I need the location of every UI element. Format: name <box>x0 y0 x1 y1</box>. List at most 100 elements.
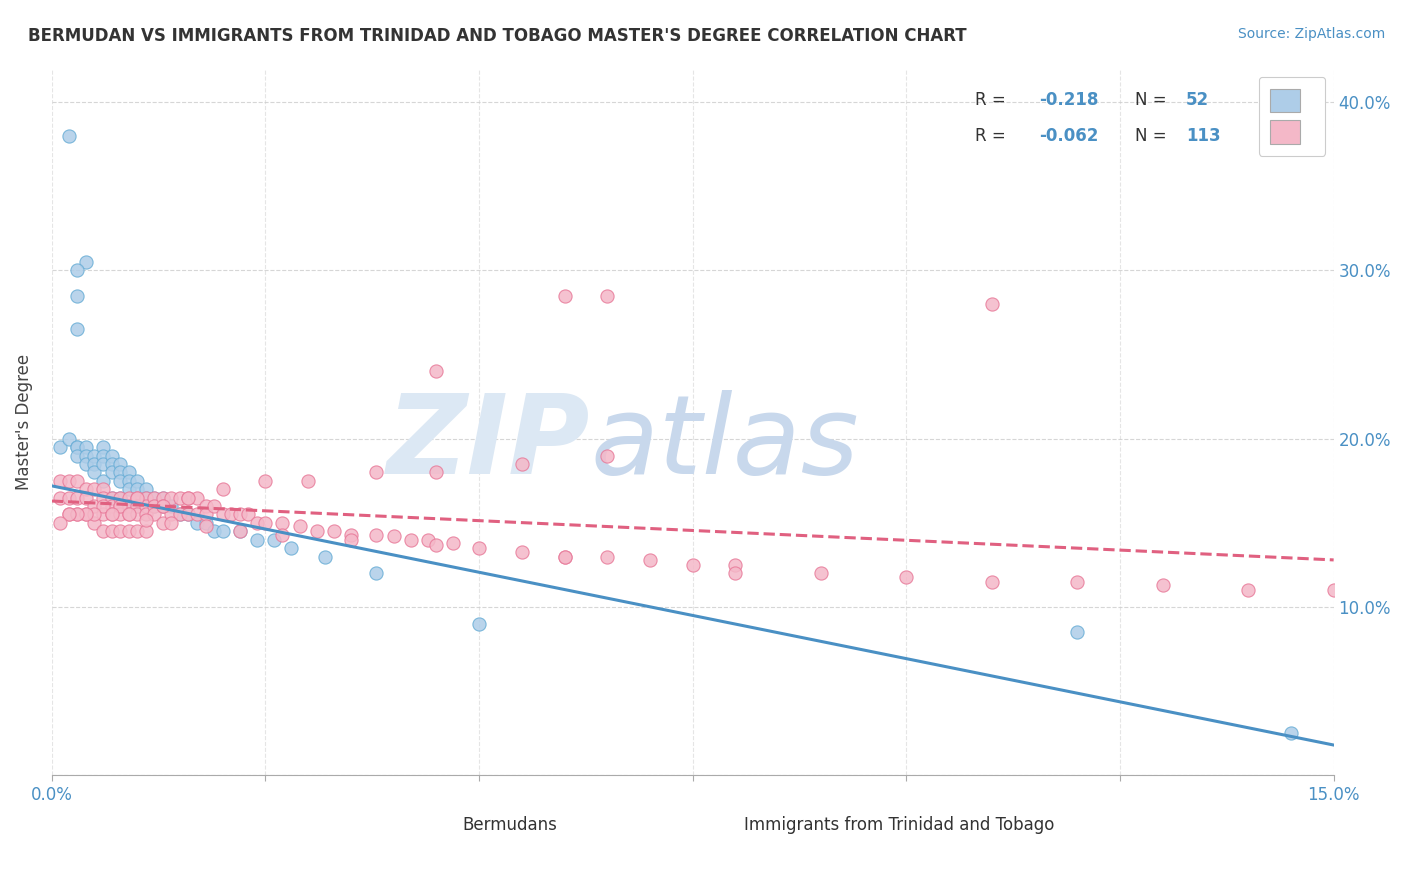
Point <box>75 440 97 454</box>
Text: 113: 113 <box>1187 127 1220 145</box>
Point <box>66 449 89 463</box>
Point <box>66 508 89 522</box>
Point <box>510 457 533 471</box>
Text: -0.062: -0.062 <box>1039 127 1098 145</box>
Point <box>58 508 80 522</box>
Point <box>127 508 149 522</box>
Point <box>83 499 105 513</box>
Point <box>553 549 575 564</box>
Point <box>127 491 149 505</box>
Point <box>100 499 122 513</box>
Point <box>366 527 388 541</box>
Point <box>682 558 704 572</box>
Point <box>510 544 533 558</box>
Point <box>91 491 114 505</box>
Point <box>66 474 89 488</box>
Point <box>100 466 122 480</box>
Point <box>211 524 233 539</box>
Point <box>108 457 131 471</box>
Point <box>58 491 80 505</box>
Point <box>211 482 233 496</box>
Point <box>58 128 80 143</box>
Point <box>100 508 122 522</box>
Point <box>135 512 157 526</box>
Point <box>118 491 141 505</box>
Point <box>271 516 294 530</box>
Point <box>49 516 72 530</box>
Point <box>83 457 105 471</box>
Point <box>169 491 191 505</box>
Point <box>177 491 200 505</box>
Point <box>108 499 131 513</box>
Point <box>1237 583 1260 598</box>
Point <box>382 529 405 543</box>
Point <box>75 508 97 522</box>
Point <box>980 297 1002 311</box>
Point <box>83 466 105 480</box>
FancyBboxPatch shape <box>686 814 731 836</box>
Point <box>254 474 277 488</box>
Point <box>100 491 122 505</box>
Point <box>186 491 208 505</box>
Point <box>160 516 183 530</box>
FancyBboxPatch shape <box>398 814 443 836</box>
Point <box>118 499 141 513</box>
Point <box>75 255 97 269</box>
Point <box>441 536 464 550</box>
Point <box>219 508 242 522</box>
Point <box>238 508 260 522</box>
Point <box>160 499 183 513</box>
Point <box>118 474 141 488</box>
Point <box>91 524 114 539</box>
Point <box>66 263 89 277</box>
Point <box>108 524 131 539</box>
Point <box>143 499 166 513</box>
Point <box>229 524 252 539</box>
Point <box>49 474 72 488</box>
Point <box>1152 578 1174 592</box>
Point <box>118 508 141 522</box>
Point <box>152 499 174 513</box>
Text: ZIP: ZIP <box>387 390 591 497</box>
Point <box>135 491 157 505</box>
Point <box>211 508 233 522</box>
Point <box>118 524 141 539</box>
Point <box>127 499 149 513</box>
Point <box>91 499 114 513</box>
Point <box>66 322 89 336</box>
Point <box>425 466 447 480</box>
Point <box>297 474 319 488</box>
Point <box>108 491 131 505</box>
Point <box>425 538 447 552</box>
Point <box>75 508 97 522</box>
Point <box>152 491 174 505</box>
Point <box>152 491 174 505</box>
Text: R =: R = <box>974 127 1011 145</box>
Point <box>91 440 114 454</box>
Point <box>100 449 122 463</box>
Point <box>108 508 131 522</box>
Point <box>91 449 114 463</box>
Point <box>135 508 157 522</box>
Text: -0.218: -0.218 <box>1039 91 1098 110</box>
Point <box>1323 583 1346 598</box>
Point <box>160 491 183 505</box>
Point <box>177 508 200 522</box>
Point <box>1066 574 1088 589</box>
Point <box>596 449 619 463</box>
Point <box>553 289 575 303</box>
Point <box>638 553 661 567</box>
Point <box>143 491 166 505</box>
Point <box>127 524 149 539</box>
Point <box>66 440 89 454</box>
Point <box>127 482 149 496</box>
Point <box>127 499 149 513</box>
Text: R =: R = <box>974 91 1011 110</box>
Point <box>366 466 388 480</box>
Text: N =: N = <box>1135 91 1171 110</box>
Point <box>305 524 328 539</box>
Point <box>91 474 114 488</box>
Point <box>83 516 105 530</box>
Point <box>186 516 208 530</box>
Point <box>1279 726 1302 740</box>
